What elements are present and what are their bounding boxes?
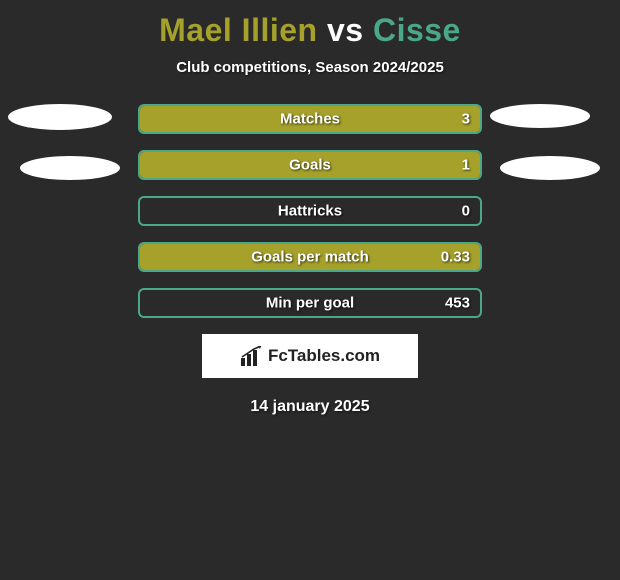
stat-row: Min per goal 453 [138,288,482,318]
bar-chart-icon [240,346,264,366]
title-player1: Mael Illien [159,12,317,48]
stat-value: 3 [462,111,470,128]
decor-ellipse [8,104,112,130]
title-player2: Cisse [373,12,461,48]
stat-row: Hattricks 0 [138,196,482,226]
stat-row: Goals per match 0.33 [138,242,482,272]
decor-ellipse [500,156,600,180]
stat-label: Matches [280,111,340,128]
stat-value: 0 [462,203,470,220]
stat-row: Goals 1 [138,150,482,180]
title-vs: vs [318,12,373,48]
stat-value: 453 [445,295,470,312]
stat-value: 0.33 [441,249,470,266]
stat-label: Hattricks [278,203,342,220]
attribution-logo: FcTables.com [202,334,418,378]
subtitle: Club competitions, Season 2024/2025 [0,59,620,76]
decor-ellipse [20,156,120,180]
stats-area: Matches 3 Goals 1 Hattricks 0 Goals per … [0,104,620,318]
stat-label: Goals [289,157,331,174]
stat-value: 1 [462,157,470,174]
comparison-infographic: Mael Illien vs Cisse Club competitions, … [0,0,620,580]
date-line: 14 january 2025 [0,398,620,416]
logo-text: FcTables.com [268,346,380,366]
page-title: Mael Illien vs Cisse [0,0,620,49]
decor-ellipse [490,104,590,128]
stat-label: Goals per match [251,249,369,266]
logo-inner: FcTables.com [240,346,380,366]
stat-row: Matches 3 [138,104,482,134]
stat-label: Min per goal [266,295,354,312]
